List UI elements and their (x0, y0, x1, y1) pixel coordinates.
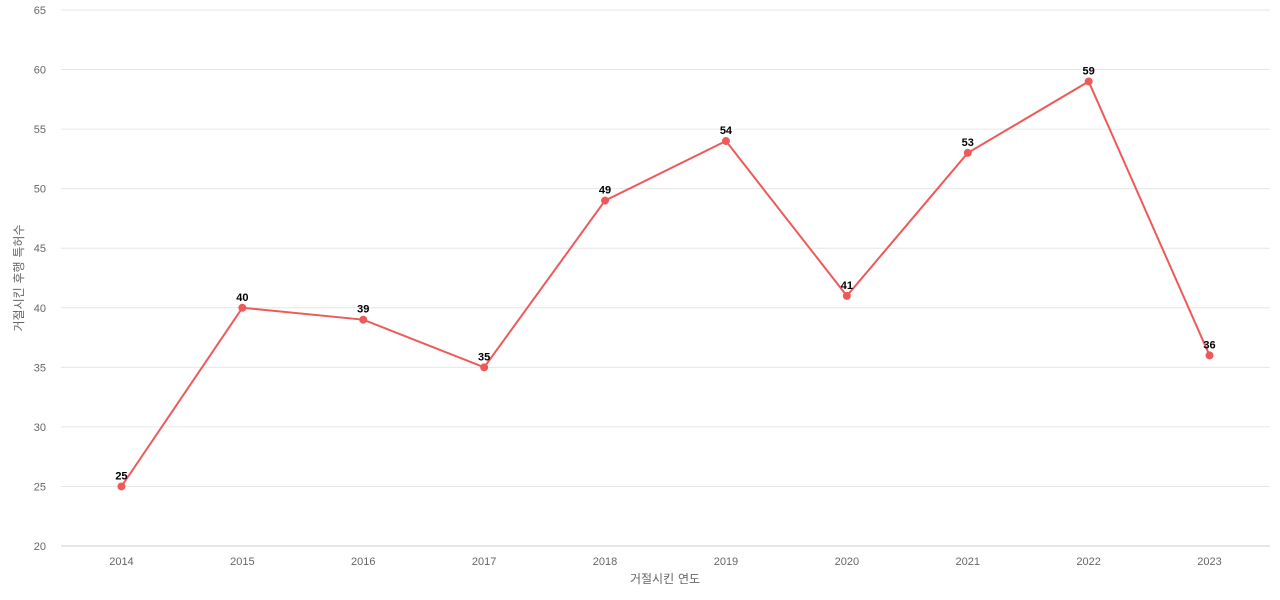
data-label: 53 (962, 137, 974, 149)
data-label: 25 (115, 470, 127, 482)
data-point[interactable] (1084, 77, 1093, 86)
data-point[interactable] (842, 291, 851, 300)
y-tick-label: 60 (34, 65, 46, 77)
x-tick-label: 2022 (1076, 556, 1100, 568)
y-tick-label: 25 (34, 481, 46, 493)
y-tick-label: 30 (34, 422, 46, 434)
data-label: 39 (357, 304, 369, 316)
data-label: 59 (1083, 65, 1095, 77)
x-tick-label: 2015 (230, 556, 254, 568)
data-label: 35 (478, 351, 490, 363)
y-tick-label: 65 (34, 5, 46, 17)
x-tick-label: 2016 (351, 556, 375, 568)
data-point[interactable] (1205, 351, 1214, 360)
data-point[interactable] (721, 137, 730, 146)
x-axis-ticks: 2014 2015 2016 2017 2018 2019 2020 2021 2022 2023 (109, 556, 1222, 568)
data-label: 41 (841, 280, 853, 292)
x-tick-label: 2019 (714, 556, 738, 568)
data-point[interactable] (238, 303, 247, 312)
data-point[interactable] (480, 363, 489, 372)
y-tick-label: 45 (34, 243, 46, 255)
x-tick-label: 2017 (472, 556, 496, 568)
series-layer (120, 80, 1211, 488)
y-axis-title: 거절시킨 후행 특허수 (11, 225, 26, 332)
x-tick-label: 2020 (835, 556, 859, 568)
data-point[interactable] (359, 315, 368, 324)
x-tick-label: 2018 (593, 556, 617, 568)
data-point[interactable] (963, 148, 972, 157)
data-points[interactable] (117, 77, 1214, 491)
y-axis-ticks: 20 25 30 35 40 45 50 55 60 65 (34, 5, 46, 553)
data-label: 54 (720, 125, 733, 137)
y-tick-label: 55 (34, 124, 46, 136)
y-tick-label: 35 (34, 362, 46, 374)
gridlines (61, 9, 1270, 547)
x-tick-label: 2023 (1197, 556, 1221, 568)
data-label: 36 (1203, 339, 1215, 351)
data-label: 49 (599, 185, 611, 197)
y-tick-label: 20 (34, 541, 46, 553)
data-point[interactable] (117, 482, 126, 491)
x-axis-title: 거절시킨 연도 (630, 572, 700, 586)
data-labels: 25 40 39 35 49 54 41 53 59 36 (115, 65, 1215, 482)
y-tick-label: 40 (34, 303, 46, 315)
series-line (120, 80, 1211, 488)
x-tick-label: 2021 (956, 556, 980, 568)
y-tick-label: 50 (34, 184, 46, 196)
data-point[interactable] (601, 196, 610, 205)
data-label: 40 (236, 292, 248, 304)
x-tick-label: 2014 (109, 556, 133, 568)
